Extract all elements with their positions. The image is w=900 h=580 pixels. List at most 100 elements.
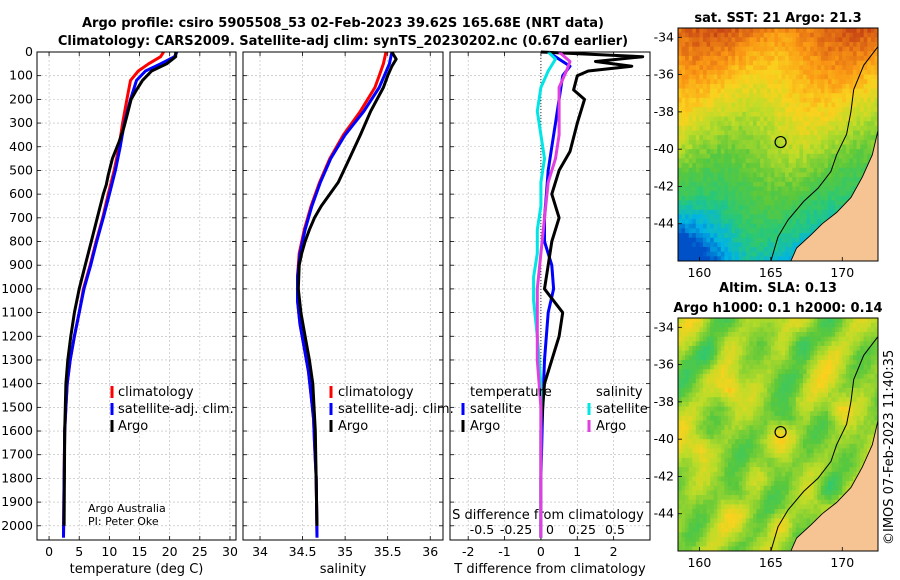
map-cell bbox=[810, 144, 815, 150]
map-cell bbox=[710, 457, 715, 463]
map-cell bbox=[749, 336, 754, 342]
map-cell bbox=[781, 83, 786, 89]
map-cell bbox=[678, 485, 682, 491]
map-cell bbox=[838, 153, 843, 159]
map-cell bbox=[820, 97, 825, 103]
map-cell bbox=[738, 41, 743, 48]
map-cell bbox=[788, 130, 793, 136]
map-cell bbox=[688, 163, 693, 169]
map-cell bbox=[792, 32, 797, 38]
map-cell bbox=[738, 233, 743, 239]
map-cell bbox=[678, 200, 682, 206]
map-cell bbox=[795, 448, 800, 454]
map-cell bbox=[710, 111, 715, 117]
map-cell bbox=[756, 532, 761, 538]
map-cell bbox=[813, 200, 818, 206]
figure-title-line2: Climatology: CARS2009. Satellite-adj cli… bbox=[58, 34, 628, 49]
map-cell bbox=[703, 322, 707, 328]
map-cell bbox=[831, 69, 836, 75]
map-cell bbox=[699, 490, 704, 496]
map-cell bbox=[678, 336, 682, 342]
map-cell bbox=[731, 387, 736, 393]
map-cell bbox=[813, 28, 818, 34]
map-cell bbox=[774, 476, 779, 482]
map-cell bbox=[699, 383, 704, 389]
map-cell bbox=[767, 415, 772, 421]
map-cell bbox=[692, 485, 697, 491]
map-cell bbox=[788, 392, 793, 398]
map-cell bbox=[742, 397, 747, 403]
map-cell bbox=[710, 523, 715, 529]
map-cell bbox=[685, 223, 690, 229]
map-cell bbox=[817, 139, 822, 145]
map-cell bbox=[703, 411, 707, 417]
map-cell bbox=[685, 406, 690, 412]
map-cell bbox=[763, 401, 768, 407]
map-cell bbox=[678, 397, 682, 403]
map-cell bbox=[724, 457, 729, 463]
map-cell bbox=[867, 121, 872, 127]
map-cell bbox=[785, 237, 790, 243]
map-cell bbox=[792, 373, 797, 379]
map-cell bbox=[753, 116, 757, 122]
map-cell bbox=[835, 102, 840, 108]
map-cell bbox=[728, 350, 732, 356]
map-cell bbox=[788, 144, 793, 150]
map-cell bbox=[738, 65, 743, 71]
map-cell bbox=[820, 149, 825, 155]
map-cell bbox=[781, 102, 786, 108]
map-cell bbox=[717, 74, 722, 80]
map-cell bbox=[778, 69, 782, 75]
map-cell bbox=[724, 219, 729, 225]
map-cell bbox=[767, 177, 772, 183]
map-cell bbox=[681, 415, 686, 421]
map-cell bbox=[695, 46, 700, 52]
map-cell bbox=[774, 322, 779, 328]
map-cell bbox=[717, 439, 722, 445]
map-cell bbox=[799, 102, 804, 108]
map-cell bbox=[760, 32, 765, 38]
s-tick-label: 0.5 bbox=[605, 522, 625, 537]
map-cell bbox=[692, 256, 697, 262]
map-cell bbox=[824, 65, 829, 71]
map-cell bbox=[845, 51, 850, 57]
map-cell bbox=[756, 467, 761, 473]
map-cell bbox=[792, 172, 797, 178]
map-cell bbox=[753, 237, 757, 243]
map-cell bbox=[753, 383, 757, 389]
map-cell bbox=[774, 228, 779, 234]
map-cell bbox=[749, 429, 754, 435]
map-cell bbox=[785, 318, 790, 324]
map-cell bbox=[695, 233, 700, 239]
map-cell bbox=[713, 172, 718, 178]
map-cell bbox=[749, 219, 754, 225]
map-cell bbox=[753, 242, 757, 248]
map-cell bbox=[749, 327, 754, 333]
map-cell bbox=[835, 139, 840, 145]
map-cell bbox=[785, 373, 790, 379]
s-tick-label: 0 bbox=[546, 522, 554, 537]
map-cell bbox=[703, 107, 707, 113]
map-cell bbox=[745, 383, 750, 389]
map-cell bbox=[785, 336, 790, 342]
map-cell bbox=[785, 55, 790, 62]
map-cell bbox=[778, 51, 782, 57]
map-cell bbox=[813, 195, 818, 201]
map-cell bbox=[806, 490, 811, 496]
map-cell bbox=[681, 448, 686, 454]
map-cell bbox=[781, 256, 786, 262]
map-cell bbox=[735, 532, 740, 538]
map-cell bbox=[706, 439, 711, 445]
map-cell bbox=[785, 111, 790, 117]
map-cell bbox=[781, 378, 786, 384]
map-cell bbox=[688, 499, 693, 505]
map-cell bbox=[720, 32, 725, 38]
map-cell bbox=[778, 318, 782, 324]
map-cell bbox=[820, 158, 825, 164]
map-cell bbox=[867, 107, 872, 113]
map-cell bbox=[738, 499, 743, 505]
map-cell bbox=[742, 420, 747, 426]
map-cell bbox=[792, 130, 797, 136]
map-cell bbox=[731, 195, 736, 201]
map-cell bbox=[728, 195, 732, 201]
